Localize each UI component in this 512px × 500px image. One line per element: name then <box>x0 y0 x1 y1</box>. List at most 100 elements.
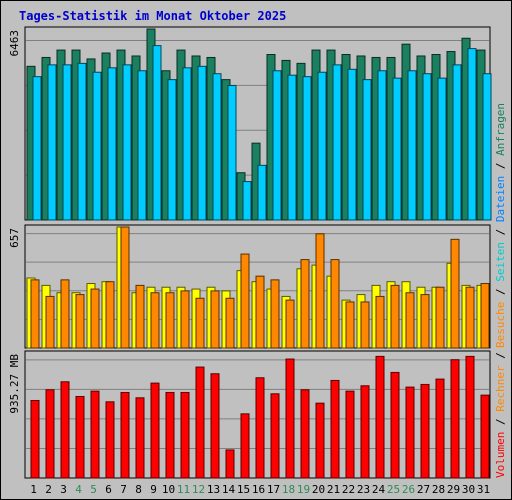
bar-dateien-day-15 <box>242 181 252 221</box>
x-label-day-29: 29 <box>447 483 460 496</box>
bar-volumen-day-10 <box>165 391 175 479</box>
bar-dateien-day-12 <box>197 65 207 221</box>
bar-volumen-day-17 <box>270 393 280 479</box>
bar-besuche-day-26 <box>405 292 415 349</box>
bar-volumen-day-3 <box>60 381 70 479</box>
bar-volumen-day-13 <box>210 373 220 479</box>
x-label-day-7: 7 <box>120 483 127 496</box>
legend-entry-0: Volumen <box>494 432 507 478</box>
bar-besuche-day-14 <box>225 297 235 349</box>
x-label-day-25: 25 <box>387 483 400 496</box>
x-label-day-31: 31 <box>477 483 490 496</box>
bar-besuche-day-4 <box>75 294 85 349</box>
legend-entry-2: Rechner <box>494 365 507 418</box>
bar-volumen-day-26 <box>405 386 415 479</box>
bar-dateien-day-26 <box>407 70 417 221</box>
bar-dateien-day-31 <box>482 73 492 221</box>
legend-entry-6: Anfragen <box>494 103 507 163</box>
legend-entry-4: Dateien <box>494 176 507 229</box>
x-label-day-18: 18 <box>282 483 295 496</box>
bar-besuche-day-12 <box>195 297 205 349</box>
bar-besuche-day-6 <box>105 281 115 349</box>
legend-entry-1: / <box>494 288 507 301</box>
bar-dateien-day-27 <box>422 73 432 221</box>
bar-volumen-day-21 <box>330 379 340 479</box>
bar-dateien-day-23 <box>362 79 372 221</box>
bar-besuche-day-2 <box>45 295 55 349</box>
x-label-day-5: 5 <box>90 483 97 496</box>
bar-dateien-day-11 <box>182 67 192 221</box>
bar-volumen-day-28 <box>435 378 445 479</box>
x-label-day-6: 6 <box>105 483 112 496</box>
x-label-day-11: 11 <box>177 483 190 496</box>
bar-dateien-day-22 <box>347 68 357 221</box>
bar-besuche-day-27 <box>420 294 430 349</box>
bar-volumen-day-1 <box>30 399 40 479</box>
bar-dateien-day-20 <box>317 71 327 221</box>
bar-besuche-day-1 <box>30 279 40 349</box>
x-label-day-20: 20 <box>312 483 325 496</box>
x-label-day-13: 13 <box>207 483 220 496</box>
bar-besuche-day-7 <box>120 226 130 349</box>
bar-volumen-day-14 <box>225 449 235 479</box>
x-label-day-2: 2 <box>45 483 52 496</box>
bar-volumen-day-31 <box>480 394 490 479</box>
bar-volumen-day-25 <box>390 371 400 479</box>
bar-besuche-day-28 <box>435 286 445 349</box>
legend-entry-3: / <box>494 229 507 242</box>
x-label-day-24: 24 <box>372 483 386 496</box>
bar-besuche-day-25 <box>390 284 400 349</box>
bar-volumen-day-8 <box>135 397 145 479</box>
x-label-day-8: 8 <box>135 483 142 496</box>
bar-volumen-day-19 <box>300 389 310 479</box>
legend-entry-0: Besuche <box>494 302 507 348</box>
bar-volumen-day-7 <box>120 391 130 479</box>
legend-upper: Besuche / Seiten / Dateien / Anfragen <box>494 103 507 348</box>
bar-dateien-day-14 <box>227 85 237 221</box>
bar-besuche-day-11 <box>180 290 190 349</box>
bar-besuche-day-21 <box>330 259 340 349</box>
bar-besuche-day-22 <box>345 301 355 349</box>
bar-besuche-day-5 <box>90 288 100 349</box>
bar-dateien-day-4 <box>77 62 87 221</box>
x-label-day-15: 15 <box>237 483 250 496</box>
bar-dateien-day-9 <box>152 45 162 221</box>
x-label-day-22: 22 <box>342 483 355 496</box>
legend-entry-1: / <box>494 418 507 431</box>
x-label-day-9: 9 <box>150 483 157 496</box>
bar-dateien-day-21 <box>332 64 342 221</box>
bar-dateien-day-17 <box>272 70 282 221</box>
bar-volumen-day-24 <box>375 355 385 479</box>
x-label-day-27: 27 <box>417 483 430 496</box>
chart-title: Tages-Statistik im Monat Oktober 2025 <box>19 9 287 23</box>
bar-besuche-day-16 <box>255 275 265 349</box>
x-label-day-23: 23 <box>357 483 370 496</box>
bar-dateien-day-28 <box>437 77 447 221</box>
bar-volumen-day-11 <box>180 391 190 479</box>
legend-entry-2: Seiten <box>494 242 507 288</box>
bar-besuche-day-13 <box>210 290 220 349</box>
bar-dateien-day-10 <box>167 79 177 221</box>
bar-dateien-day-19 <box>302 76 312 221</box>
bar-besuche-day-30 <box>465 286 475 349</box>
bar-besuche-day-8 <box>135 284 145 349</box>
bar-besuche-day-17 <box>270 279 280 349</box>
x-label-day-19: 19 <box>297 483 310 496</box>
x-label-day-30: 30 <box>462 483 475 496</box>
bar-volumen-day-30 <box>465 355 475 479</box>
y-max-label-middle: 657 <box>8 228 21 248</box>
legend-lower: Volumen / Rechner / <box>494 352 507 478</box>
bar-besuche-day-23 <box>360 301 370 349</box>
bar-besuche-day-19 <box>300 259 310 349</box>
bar-dateien-day-3 <box>62 64 72 221</box>
bar-dateien-day-24 <box>377 70 387 221</box>
y-max-label-top: 6463 <box>8 30 21 57</box>
bar-volumen-day-4 <box>75 395 85 479</box>
bar-volumen-day-9 <box>150 382 160 479</box>
bar-volumen-day-5 <box>90 390 100 479</box>
bar-besuche-day-3 <box>60 279 70 349</box>
bar-dateien-day-25 <box>392 77 402 221</box>
x-label-day-17: 17 <box>267 483 280 496</box>
bar-dateien-day-5 <box>92 71 102 221</box>
